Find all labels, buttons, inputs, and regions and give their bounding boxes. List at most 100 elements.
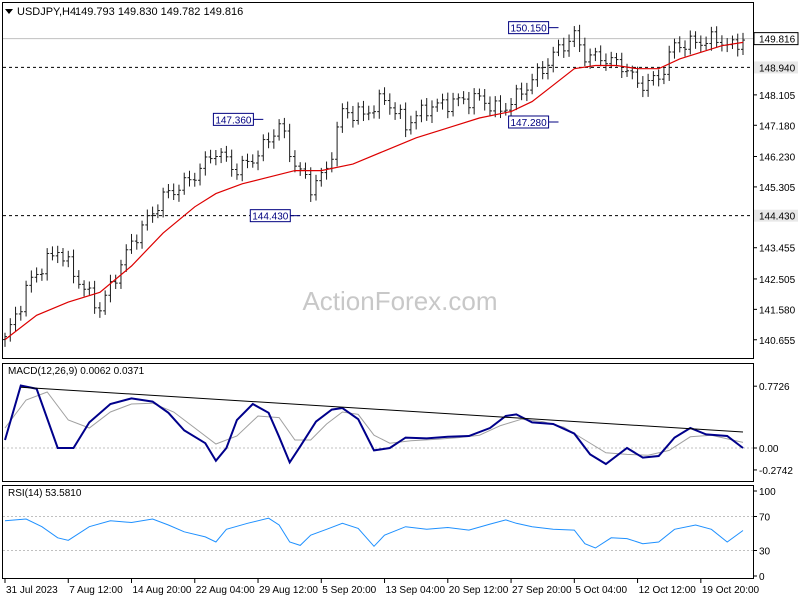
ohlc-bar <box>66 250 71 268</box>
ohlc-bar <box>13 306 18 332</box>
y-tick-label: 143.455 <box>759 244 796 255</box>
ohlc-bar <box>693 31 698 49</box>
x-tick-label: 14 Aug 20:00 <box>133 585 192 596</box>
macd-main-line <box>4 384 744 466</box>
ohlc-bar <box>545 58 550 80</box>
annotation-label: 150.150 <box>511 24 548 35</box>
ohlc-bar <box>398 104 403 119</box>
annotation-box <box>508 115 550 129</box>
x-tick-label: 13 Sep 04:00 <box>386 585 446 596</box>
ohlc-bar <box>124 244 129 272</box>
ohlc-bar <box>129 233 134 254</box>
macd-layer <box>3 384 753 466</box>
ohlc-bar <box>551 46 556 73</box>
ohlc-bar <box>3 332 7 347</box>
axis-layer: 149.890149.816148.940148.105147.180146.2… <box>4 32 799 596</box>
ohlc-bar <box>382 87 387 105</box>
ohlc-bar <box>477 88 482 101</box>
annotation-box <box>249 209 291 223</box>
ohlc-bar <box>698 35 703 53</box>
y-tick-label: -0.2742 <box>759 466 793 477</box>
ohlc-bar <box>661 67 666 85</box>
macd-title: MACD(12,26,9) 0.0062 0.0371 <box>8 366 145 377</box>
x-tick-label: 5 Sep 20:00 <box>322 585 376 596</box>
rsi-title: RSI(14) 53.5810 <box>8 488 82 499</box>
ohlc-bar <box>614 52 619 67</box>
y-tick-label: 0.7726 <box>759 382 790 393</box>
y-tick-label: 0.00 <box>759 444 779 455</box>
ohlc-bar <box>234 163 239 180</box>
ohlc-bar <box>340 103 345 133</box>
ohlc-bar <box>97 302 102 318</box>
ohlc-bar <box>487 96 492 117</box>
ohlc-bar <box>113 274 118 289</box>
y-tick-label: 148.940 <box>759 63 796 74</box>
ohlc-bar <box>345 101 350 119</box>
ohlc-bar <box>250 154 255 168</box>
ohlc-bar <box>240 155 245 182</box>
ohlc-bar <box>261 134 266 162</box>
ohlc-bar <box>224 145 229 162</box>
ohlc-bar <box>277 119 282 141</box>
ohlc-bar <box>709 26 714 51</box>
x-tick-label: 20 Sep 12:00 <box>449 585 509 596</box>
ohlc-bar <box>466 91 471 115</box>
ohlc-bar <box>18 305 23 321</box>
rsi-panel <box>2 485 754 579</box>
ohlc-bar <box>625 63 630 77</box>
ohlc-bar <box>287 123 292 163</box>
ohlc-bar <box>714 26 719 48</box>
ohlc-bar <box>593 47 598 62</box>
ohlc-bar <box>735 33 740 57</box>
price-layer: 147.360 144.430 150.150 147.280 <box>3 21 753 347</box>
ohlc-bar <box>361 100 366 122</box>
ohlc-bar <box>219 148 224 164</box>
ohlc-bar <box>55 245 60 264</box>
ohlc-bar <box>377 89 382 119</box>
ohlc-bar <box>503 102 508 116</box>
y-tick-label: 144.430 <box>759 212 796 223</box>
ohlc-bar <box>145 209 150 231</box>
ohlc-bar <box>87 281 92 295</box>
ohlc-bar <box>598 45 603 67</box>
ohlc-bar <box>683 40 688 57</box>
ohlc-bar <box>60 248 65 267</box>
ohlc-bar <box>71 249 76 284</box>
annotation-label: 144.430 <box>252 212 289 223</box>
ohlc-bar <box>182 172 187 195</box>
ohlc-bar <box>393 102 398 120</box>
ohlc-bar <box>677 36 682 53</box>
annotation-box <box>508 21 550 35</box>
ohlc-bar <box>171 183 176 201</box>
y-tick-label: 149.816 <box>759 35 796 46</box>
price-panel <box>2 2 754 359</box>
macd-panel <box>2 363 754 482</box>
price-annotation: 147.280 <box>508 115 559 129</box>
ohlc-bar <box>350 105 355 128</box>
y-tick-label: 0 <box>759 572 765 583</box>
ohlc-bar <box>403 102 408 138</box>
ohlc-bar <box>29 270 34 293</box>
ohlc-bar <box>429 100 434 123</box>
ohlc-bar <box>292 150 297 173</box>
ohlc-bar <box>387 93 392 115</box>
ohlc-bar <box>424 98 429 121</box>
x-tick-label: 31 Jul 2023 <box>6 585 58 596</box>
ohlc-bar <box>445 92 450 119</box>
ohlc-bar <box>372 105 376 119</box>
ohlc-bar <box>530 73 535 95</box>
dropdown-triangle-icon[interactable] <box>5 9 13 14</box>
ohlc-bar <box>540 61 545 80</box>
price-annotation: 147.360 <box>212 112 264 126</box>
x-tick-label: 19 Oct 20:00 <box>702 585 760 596</box>
ohlc-bar <box>561 37 566 58</box>
ohlc-bar <box>229 149 234 177</box>
ohlc-bar <box>672 38 677 59</box>
level-price-box <box>754 209 798 222</box>
ohlc-bar <box>176 184 181 202</box>
x-tick-label: 22 Aug 04:00 <box>196 585 255 596</box>
ohlc-bar <box>509 98 514 118</box>
ohlc-bar <box>155 204 160 219</box>
